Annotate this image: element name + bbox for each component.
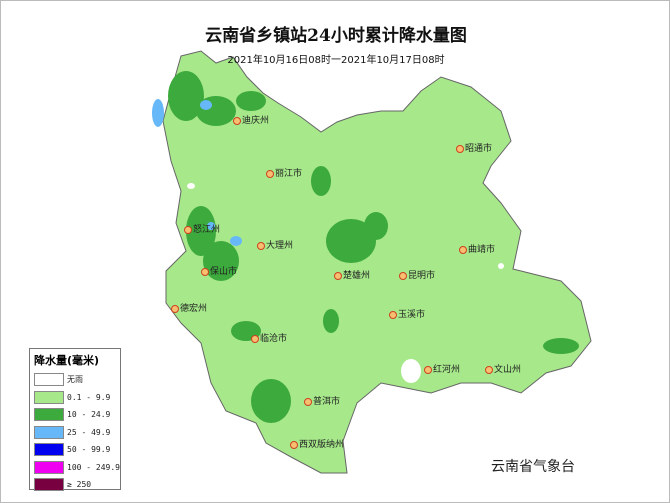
- city-marker-icon: [304, 397, 312, 406]
- legend-swatch: [34, 443, 64, 457]
- legend-swatch: [34, 390, 64, 404]
- legend-label: 100 - 249.9: [67, 462, 120, 472]
- city-label: 丽江市: [266, 166, 302, 179]
- legend-label: 无雨: [67, 375, 83, 385]
- city-label: 临沧市: [251, 331, 287, 344]
- city-marker-icon: [424, 365, 432, 374]
- legend-label: 10 - 24.9: [67, 410, 111, 420]
- legend-item: 10 - 24.9: [34, 406, 120, 424]
- city-marker-icon: [184, 225, 192, 234]
- legend-item: 25 - 49.9: [34, 424, 120, 442]
- legend-item: 100 - 249.9: [34, 459, 120, 477]
- city-marker-icon: [171, 304, 179, 313]
- city-label: 昭通市: [456, 141, 492, 154]
- city-marker-icon: [459, 245, 467, 254]
- city-label: 保山市: [201, 264, 237, 277]
- no-rain-areas: [187, 183, 504, 383]
- city-label: 楚雄州: [334, 268, 370, 281]
- legend-swatch: [34, 408, 64, 422]
- city-label: 玉溪市: [389, 307, 425, 320]
- city-marker-icon: [233, 116, 241, 125]
- map-title: 云南省乡镇站24小时累计降水量图: [205, 26, 467, 46]
- legend-swatch: [34, 478, 64, 492]
- legend-label: 50 - 99.9: [67, 445, 111, 455]
- agency-label: 云南省气象台: [491, 459, 575, 475]
- city-label: 昆明市: [399, 268, 435, 281]
- city-marker-icon: [257, 241, 265, 250]
- city-label: 西双版纳州: [290, 437, 344, 450]
- city-label: 大理州: [257, 238, 293, 251]
- legend-item: 0.1 - 9.9: [34, 389, 120, 407]
- legend-swatch: [34, 425, 64, 439]
- legend-label: 25 - 49.9: [67, 427, 111, 437]
- city-marker-icon: [485, 365, 493, 374]
- city-label: 迪庆州: [233, 113, 269, 126]
- city-marker-icon: [290, 440, 298, 449]
- legend: 降水量(毫米) 无雨 0.1 - 9.9 10 - 24.9 25 - 49.9 50 …: [29, 348, 121, 492]
- rain-10-25-areas: [168, 71, 579, 423]
- city-marker-icon: [399, 271, 407, 280]
- city-label: 普洱市: [304, 394, 340, 407]
- legend-item: 50 - 99.9: [34, 441, 120, 459]
- legend-swatch: [34, 460, 64, 474]
- legend-label: ≥ 250: [67, 480, 92, 490]
- rain-25-50-areas: [152, 99, 242, 246]
- city-label: 怒江州: [184, 222, 220, 235]
- city-marker-icon: [201, 267, 209, 276]
- city-marker-icon: [456, 144, 464, 153]
- legend-title: 降水量(毫米): [34, 354, 100, 367]
- province-outline: [162, 50, 592, 474]
- map-subtitle: 2021年10月16日08时一2021年10月17日08时: [227, 55, 445, 66]
- city-label: 红河州: [424, 362, 460, 375]
- city-label: 曲靖市: [459, 242, 495, 255]
- legend-item: ≥ 250: [34, 476, 120, 494]
- legend-item: 无雨: [34, 371, 120, 389]
- city-marker-icon: [251, 334, 259, 343]
- city-label: 文山州: [485, 362, 521, 375]
- city-label: 德宏州: [171, 301, 207, 314]
- city-marker-icon: [389, 310, 397, 319]
- legend-label: 0.1 - 9.9: [67, 392, 111, 402]
- legend-swatch: [34, 373, 64, 387]
- city-marker-icon: [334, 271, 342, 280]
- city-marker-icon: [266, 169, 274, 178]
